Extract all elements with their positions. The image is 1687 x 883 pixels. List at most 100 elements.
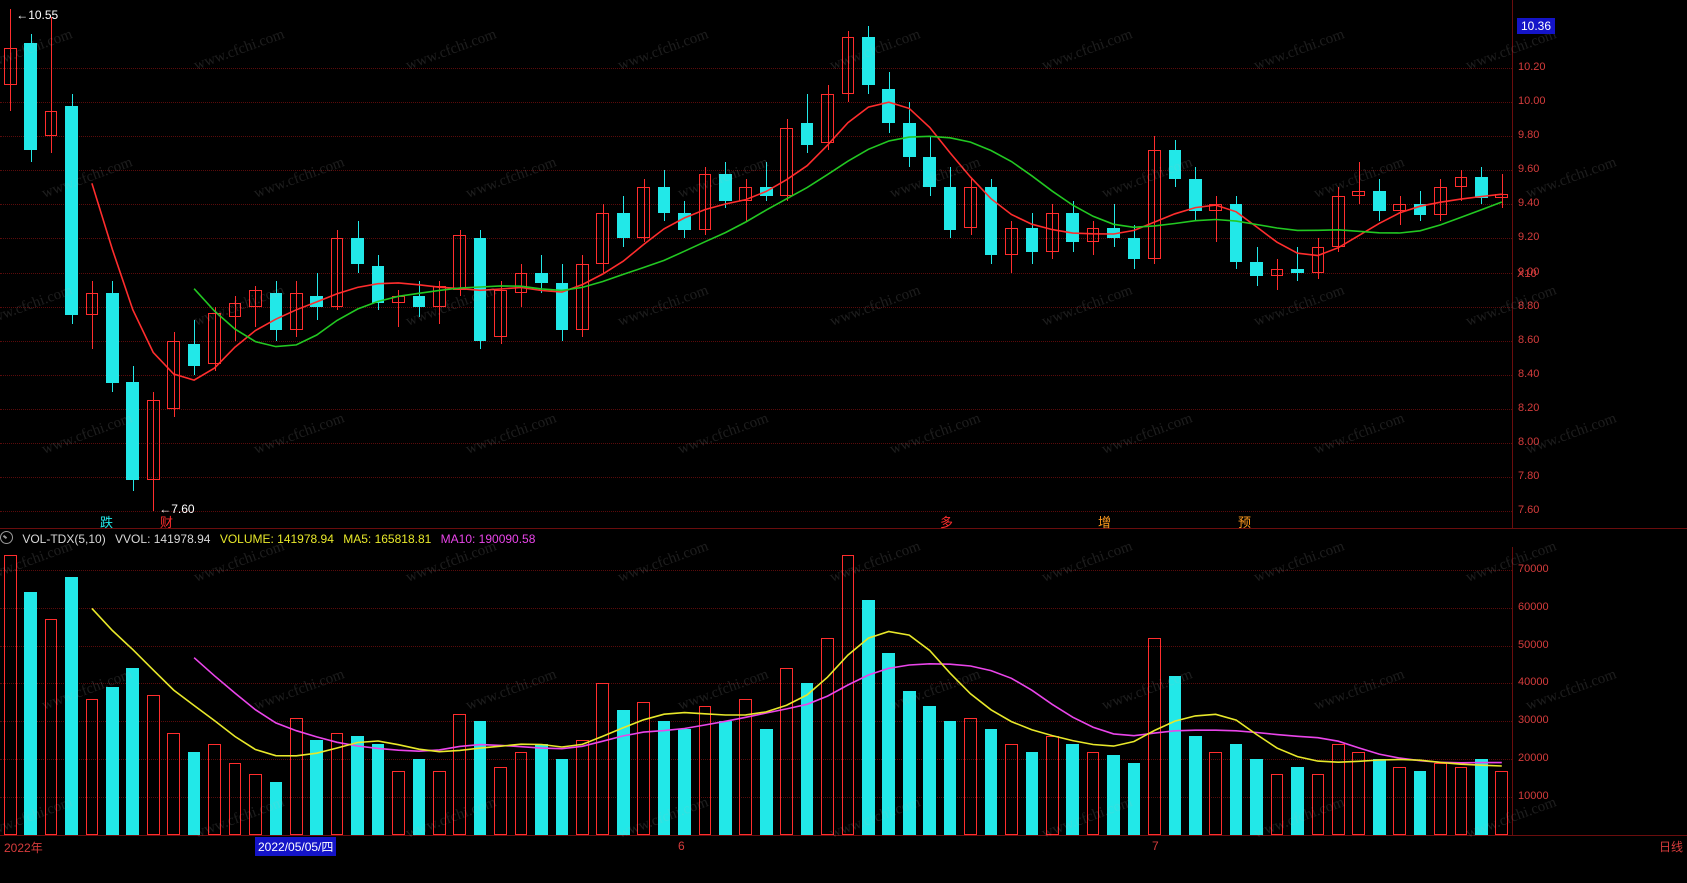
volume-bar: [1148, 637, 1161, 835]
price-gridline: [0, 306, 1512, 308]
candle-wick: [1154, 136, 1155, 264]
candle-wick: [828, 85, 829, 150]
volume-gridline: [0, 569, 1512, 571]
volume-bar: [1066, 744, 1080, 835]
low-price-annotation: ←7.60: [159, 501, 195, 516]
price-pane[interactable]: 10.36 10.20 10.00 9.80 9.60 9.40 9.20 9.00 8.80 8…: [0, 0, 1687, 528]
candle-body: [1270, 269, 1284, 276]
price-axis-tick: 8.20: [1518, 401, 1540, 414]
candle-wick: [1277, 258, 1278, 290]
last-price-tag: 10.36: [1517, 18, 1556, 34]
volume-bar: [698, 706, 712, 835]
price-gridline: [0, 68, 1512, 70]
candle-body: [351, 238, 364, 264]
volume-bar: [800, 683, 814, 835]
price-axis-tick: 9.80: [1518, 129, 1540, 142]
candle-wick: [501, 281, 502, 345]
candle-wick: [766, 161, 767, 201]
volume-bar: [943, 721, 957, 835]
volume-bar: [1127, 763, 1141, 835]
volume-bar: [555, 759, 569, 835]
volume-bar: [1454, 766, 1468, 835]
candle-body: [249, 289, 262, 307]
volume-axis-tick: 40000: [1518, 676, 1549, 689]
indicator-header[interactable]: VOL-TDX(5,10) VVOL: 141978.94 VOLUME: 14…: [0, 530, 1687, 546]
candle-wick: [235, 296, 236, 341]
volume-bar: [249, 774, 262, 835]
candle-body: [1413, 204, 1427, 215]
price-axis-tick: 9.60: [1518, 163, 1540, 176]
signal-mark: 预: [1238, 515, 1252, 530]
volume-bar: [637, 702, 650, 835]
volume-bar: [3, 554, 17, 835]
volume-axis-tick: 50000: [1518, 638, 1549, 651]
candle-body: [923, 156, 936, 188]
period-label[interactable]: 日线: [1658, 840, 1683, 854]
volume-bar: [1311, 774, 1325, 835]
candle-wick: [215, 306, 216, 372]
volume-bar: [453, 713, 467, 835]
candle-body: [1311, 246, 1325, 273]
candle-wick: [848, 30, 849, 103]
volume-bar: [1045, 736, 1059, 835]
volume-bar: [1086, 751, 1100, 835]
volume-bar: [371, 744, 385, 835]
price-axis-tick: 9.00: [1518, 265, 1540, 278]
candle-wick: [153, 391, 154, 511]
volume-gridline: [0, 797, 1512, 799]
candle-body: [1475, 177, 1488, 198]
candle-body: [719, 173, 732, 201]
candle-wick: [460, 229, 461, 297]
volume-bar: [1107, 755, 1120, 835]
price-axis-tick: 10.00: [1518, 95, 1546, 108]
volume-axis: 70000 60000 50000 40000 30000 20000 10000: [1512, 547, 1687, 835]
signal-mark: 财: [160, 515, 174, 530]
volume-axis-tick: 70000: [1518, 562, 1549, 575]
candle-body: [1229, 204, 1243, 263]
volume-pane[interactable]: 70000 60000 50000 40000 30000 20000 10000: [0, 547, 1687, 835]
time-axis[interactable]: 2022/05/05/四 日线 2022年 6 7: [0, 835, 1687, 883]
volume-bar: [85, 698, 99, 835]
volume-bar: [494, 766, 507, 835]
indicator-volume: VOLUME: 141978.94: [219, 532, 334, 546]
volume-bar: [841, 554, 855, 835]
volume-bar: [1413, 770, 1427, 835]
candle-wick: [971, 178, 972, 236]
candle-body: [1086, 228, 1100, 242]
candle-body: [1005, 228, 1018, 256]
price-plot[interactable]: [0, 0, 1512, 528]
candle-wick: [1093, 221, 1094, 256]
candle-wick: [337, 229, 338, 310]
volume-bar: [473, 721, 487, 835]
price-axis-tick: 9.40: [1518, 197, 1540, 210]
time-axis-tick: 7: [1152, 839, 1159, 853]
volume-bar: [964, 717, 977, 835]
volume-axis-tick: 30000: [1518, 714, 1549, 727]
candle-body: [126, 381, 140, 481]
candle-body: [1148, 149, 1161, 259]
signal-mark: 增: [1098, 515, 1112, 530]
volume-axis-tick: 10000: [1518, 790, 1549, 803]
volume-bar: [862, 600, 875, 835]
volume-bar: [739, 698, 753, 835]
collapse-icon[interactable]: [0, 531, 13, 544]
volume-bar: [984, 728, 998, 835]
candle-body: [698, 173, 712, 230]
volume-bar: [392, 770, 405, 835]
candle-wick: [398, 289, 399, 328]
candle-body: [24, 42, 37, 150]
volume-scale-label: X10: [1517, 268, 1537, 280]
signal-mark: 多: [940, 515, 954, 530]
volume-plot[interactable]: [0, 547, 1512, 835]
volume-bar: [535, 744, 548, 835]
price-gridline: [0, 238, 1512, 240]
price-axis-tick: 8.40: [1518, 367, 1540, 380]
candle-body: [800, 122, 814, 145]
volume-bar: [187, 751, 201, 835]
candle-wick: [1338, 187, 1339, 253]
time-axis-tick: 6: [678, 839, 685, 853]
volume-bar: [1270, 774, 1284, 835]
candle-body: [1066, 212, 1080, 242]
volume-bar: [882, 653, 896, 835]
volume-bar: [351, 736, 364, 835]
